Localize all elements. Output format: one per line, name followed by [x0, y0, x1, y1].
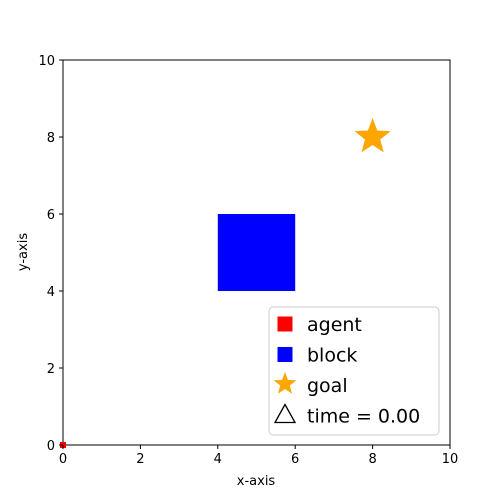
ticks-layer: 0 2 4 6 8 10 0 2 4 6 8 10 — [38, 54, 458, 467]
legend-agent-label: agent — [307, 314, 362, 336]
x-tick-label: 10 — [442, 452, 459, 467]
legend-box — [268, 306, 440, 436]
y-tick-label: 6 — [47, 208, 55, 223]
objects-layer — [60, 118, 391, 448]
legend-agent-marker — [277, 316, 293, 332]
goal-star-marker — [354, 118, 391, 153]
x-tick-label: 4 — [214, 452, 222, 467]
legend-goal-marker — [273, 372, 297, 394]
legend-block-marker — [277, 347, 293, 362]
x-tick-label: 2 — [136, 452, 144, 467]
legend-block-label: block — [307, 345, 357, 367]
legend-goal-label: goal — [307, 375, 348, 397]
x-tick-label: 8 — [368, 452, 376, 467]
y-tick-label: 2 — [47, 362, 55, 377]
legend-time-marker — [273, 403, 297, 424]
legend-time-label: time = 0.00 — [307, 406, 420, 428]
x-tick-label: 6 — [291, 452, 299, 467]
y-tick-label: 8 — [47, 131, 55, 146]
legend-items: agent block goal time = 0.00 — [273, 314, 420, 428]
x-tick-label: 0 — [59, 452, 67, 467]
y-tick-label: 4 — [47, 285, 55, 300]
legend: agent block goal time = 0.00 — [268, 306, 440, 436]
y-tick-label: 10 — [38, 54, 55, 69]
block-marker — [217, 214, 296, 291]
y-axis-label: y-axis — [16, 233, 31, 271]
y-tick-label: 0 — [47, 439, 55, 454]
x-axis-label: x-axis — [237, 474, 276, 489]
